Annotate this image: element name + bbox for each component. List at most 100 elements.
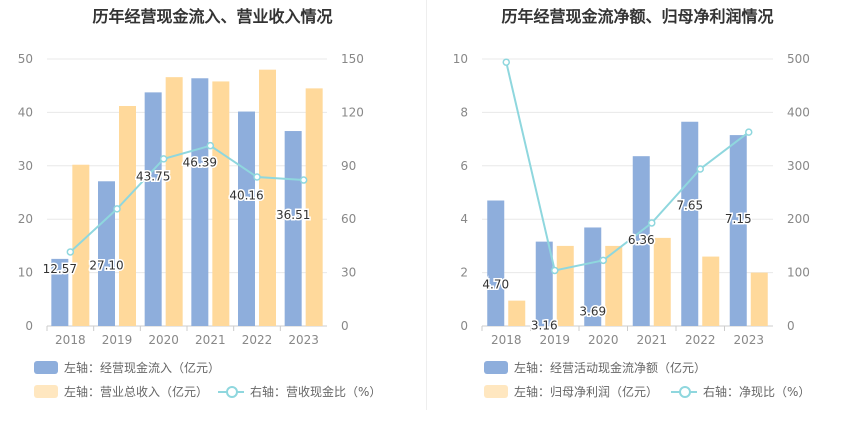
bar-bar-yellow bbox=[212, 81, 230, 326]
data-label: 4.70 bbox=[482, 278, 509, 292]
ratio-line bbox=[505, 61, 750, 272]
y-left-tick-label: 0 bbox=[460, 319, 468, 333]
y-left-tick-label: 10 bbox=[18, 266, 33, 280]
x-tick-label: 2018 bbox=[55, 333, 86, 347]
y-right-tick-label: 500 bbox=[787, 52, 810, 66]
cash-inflow-revenue-chart: 0 0 10 30 20 60 30 90 40 120 50 150 2018 2019 2020 2021… bbox=[18, 52, 364, 347]
data-label: 6.36 bbox=[628, 233, 655, 247]
ratio-point bbox=[253, 173, 261, 181]
ratio-point bbox=[66, 248, 75, 256]
ratio-point bbox=[648, 219, 656, 227]
panel-divider bbox=[426, 0, 427, 410]
ratio-point bbox=[551, 266, 559, 275]
data-label: 36.51 bbox=[276, 208, 310, 222]
bar-bar-blue bbox=[535, 241, 553, 326]
y-right-tick-label: 0 bbox=[787, 319, 795, 333]
chart-title: 历年经营现金流入、营业收入情况 bbox=[92, 7, 333, 26]
bar-bar-blue bbox=[51, 258, 69, 326]
x-tick-label: 2020 bbox=[148, 333, 179, 347]
x-tick-label: 2022 bbox=[242, 333, 273, 347]
net-cash-profit-chart-panel: 历年经营现金流净额、归母净利润情况 0 0 2 100 4 200 6 300 8 400 10 50… bbox=[425, 0, 850, 436]
y-right-tick-label: 90 bbox=[341, 159, 356, 173]
y-right-tick-label: 60 bbox=[341, 212, 356, 226]
bar-bar-yellow bbox=[605, 245, 623, 326]
y-left-tick-label: 20 bbox=[18, 212, 33, 226]
y-left-tick-label: 10 bbox=[453, 52, 468, 66]
ratio-point bbox=[502, 58, 510, 66]
x-tick-label: 2019 bbox=[102, 333, 133, 347]
legend-swatch-yellow-bar bbox=[484, 385, 508, 398]
y-left-tick-label: 40 bbox=[18, 105, 33, 119]
y-right-tick-label: 0 bbox=[341, 319, 349, 333]
legend-item-cash-inflow[interactable]: 左轴：经营现金流入（亿元） bbox=[34, 359, 220, 376]
ratio-point bbox=[696, 165, 704, 173]
legend-item-net-cash-flow[interactable]: 左轴：经营活动现金流净额（亿元） bbox=[484, 359, 706, 376]
bar-bar-blue bbox=[191, 78, 209, 326]
bar-bar-yellow bbox=[750, 272, 768, 326]
bar-bar-yellow bbox=[305, 88, 323, 327]
legend-swatch-blue-bar bbox=[484, 361, 508, 374]
y-right-tick-label: 150 bbox=[341, 52, 364, 66]
bar-bar-yellow bbox=[653, 237, 671, 326]
ratio-point bbox=[599, 256, 607, 265]
ratio-point bbox=[206, 141, 215, 150]
data-label: 7.65 bbox=[676, 199, 703, 213]
legend-label: 左轴：营业总收入（亿元） bbox=[64, 385, 209, 399]
x-tick-label: 2020 bbox=[588, 333, 619, 347]
y-left-tick-label: 6 bbox=[460, 159, 468, 173]
y-left-tick-label: 8 bbox=[460, 105, 468, 119]
y-left-tick-label: 2 bbox=[460, 266, 468, 280]
data-label: 3.16 bbox=[531, 319, 558, 333]
bar-bar-yellow bbox=[72, 164, 90, 326]
bar-bar-blue bbox=[238, 111, 255, 327]
legend-label: 左轴：经营活动现金流净额（亿元） bbox=[514, 361, 707, 375]
legend-swatch-blue-bar bbox=[34, 361, 58, 374]
bar-bar-blue bbox=[98, 181, 115, 326]
data-label: 12.57 bbox=[43, 262, 77, 276]
x-tick-label: 2019 bbox=[539, 333, 570, 347]
y-left-tick-label: 50 bbox=[18, 52, 33, 66]
legend-swatch-line-marker bbox=[218, 385, 244, 398]
bar-bar-blue bbox=[729, 135, 747, 326]
chart-title: 历年经营现金流净额、归母净利润情况 bbox=[501, 7, 774, 26]
legend-label: 右轴：营收现金比（%） bbox=[250, 385, 382, 399]
x-tick-label: 2018 bbox=[491, 333, 522, 347]
legend-item-cash-ratio[interactable]: 右轴：营收现金比（%） bbox=[218, 383, 381, 400]
ratio-point bbox=[113, 205, 121, 213]
data-label: 27.10 bbox=[89, 258, 123, 272]
legend-item-revenue[interactable]: 左轴：营业总收入（亿元） bbox=[34, 383, 208, 400]
y-right-tick-label: 400 bbox=[787, 105, 810, 119]
y-left-tick-label: 30 bbox=[18, 159, 33, 173]
data-label: 40.16 bbox=[229, 189, 263, 203]
legend-label: 左轴：归母净利润（亿元） bbox=[514, 385, 659, 399]
data-label: 7.15 bbox=[725, 212, 752, 226]
bar-bar-blue bbox=[632, 156, 650, 326]
ratio-point bbox=[299, 176, 308, 184]
x-tick-label: 2022 bbox=[685, 333, 716, 347]
net-cash-profit-chart: 0 0 2 100 4 200 6 300 8 400 10 500 2018 2019 2020 2021 2… bbox=[453, 52, 810, 347]
y-left-tick-label: 4 bbox=[460, 212, 468, 226]
data-label: 46.39 bbox=[183, 155, 217, 169]
x-tick-label: 2021 bbox=[195, 333, 226, 347]
legend-item-net-cash-ratio[interactable]: 右轴：净现比（%） bbox=[671, 383, 810, 400]
bar-bar-blue bbox=[284, 131, 302, 326]
y-right-tick-label: 120 bbox=[341, 105, 364, 119]
data-label: 43.75 bbox=[136, 169, 170, 183]
y-right-tick-label: 300 bbox=[787, 159, 810, 173]
bar-bar-blue bbox=[681, 121, 699, 327]
y-left-tick-label: 0 bbox=[25, 319, 33, 333]
data-label: 3.69 bbox=[579, 304, 606, 318]
y-right-tick-label: 30 bbox=[341, 266, 356, 280]
y-right-tick-label: 100 bbox=[787, 266, 810, 280]
y-right-tick-label: 200 bbox=[787, 212, 810, 226]
ratio-line bbox=[69, 144, 304, 253]
bar-bar-yellow bbox=[119, 105, 136, 326]
legend-label: 左轴：经营现金流入（亿元） bbox=[64, 361, 221, 375]
x-tick-label: 2023 bbox=[288, 333, 319, 347]
legend-item-net-profit[interactable]: 左轴：归母净利润（亿元） bbox=[484, 383, 658, 400]
x-tick-label: 2023 bbox=[733, 333, 764, 347]
bar-bar-blue bbox=[584, 227, 602, 326]
bar-bar-yellow bbox=[508, 300, 526, 326]
legend-label: 右轴：净现比（%） bbox=[703, 385, 811, 399]
bar-bar-yellow bbox=[165, 77, 183, 326]
